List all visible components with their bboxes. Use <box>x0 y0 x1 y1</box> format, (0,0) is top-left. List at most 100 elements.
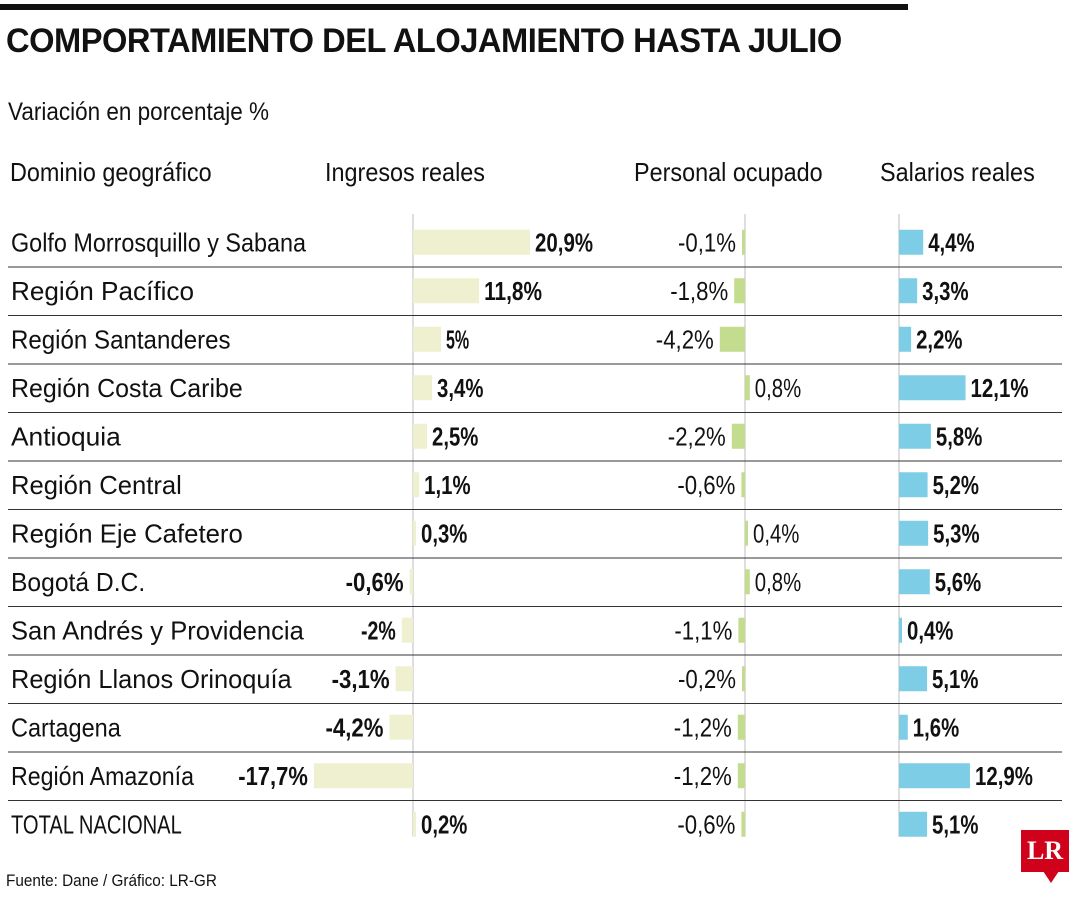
ingresos-value-label: -3,1% <box>332 664 390 694</box>
personal-value-label: -0,1% <box>678 227 736 257</box>
salarios-value-label: 5,6% <box>935 567 981 597</box>
source-note: Fuente: Dane / Gráfico: LR-GR <box>6 871 217 890</box>
personal-value-label: -0,6% <box>677 470 735 500</box>
salarios-value-label: 5,2% <box>933 470 979 500</box>
salarios-bar <box>899 520 929 546</box>
salarios-bar <box>899 229 924 255</box>
salarios-value-label: 5,3% <box>933 518 979 548</box>
salarios-value-label: 5,1% <box>932 664 978 694</box>
ingresos-value-label: 5% <box>446 324 469 354</box>
personal-value-label: -1,8% <box>670 276 728 306</box>
salarios-bar <box>899 763 970 789</box>
region-label: Región Llanos Orinoquía <box>11 664 292 694</box>
personal-value-label: 0,8% <box>755 373 801 403</box>
personal-bar <box>742 229 745 255</box>
region-label: Región Eje Cafetero <box>11 518 243 548</box>
logo-tail-shape <box>1043 871 1059 883</box>
salarios-value-label: 4,4% <box>928 227 974 257</box>
lr-logo: LR <box>1021 830 1069 872</box>
ingresos-value-label: 0,3% <box>421 518 467 548</box>
salarios-bar <box>899 423 931 449</box>
personal-value-label: -1,2% <box>674 761 732 791</box>
region-label: Antioquia <box>11 421 121 451</box>
ingresos-bar <box>413 229 531 255</box>
ingresos-value-label: -17,7% <box>238 761 308 791</box>
ingresos-value-label: 11,8% <box>484 276 542 306</box>
salarios-value-label: 5,8% <box>936 421 982 451</box>
personal-bar <box>745 520 748 546</box>
personal-value-label: -1,2% <box>674 712 732 742</box>
region-label: San Andrés y Providencia <box>11 615 304 645</box>
region-label: Región Costa Caribe <box>11 373 243 403</box>
ingresos-bar <box>413 326 441 352</box>
region-label: TOTAL NACIONAL <box>11 809 182 839</box>
salarios-value-label: 12,9% <box>975 761 1033 791</box>
salarios-value-label: 1,6% <box>913 712 959 742</box>
ingresos-value-label: -0,6% <box>346 567 404 597</box>
top-rule <box>0 4 908 10</box>
ingresos-bar <box>413 472 420 498</box>
header-personal: Personal ocupado <box>634 157 823 187</box>
header-ingresos: Ingresos reales <box>325 157 485 187</box>
ingresos-value-label: 1,1% <box>424 470 470 500</box>
salarios-bar <box>899 278 918 304</box>
region-label: Golfo Morrosquillo y Sabana <box>11 227 306 257</box>
personal-bar <box>741 811 745 837</box>
personal-value-label: 0,8% <box>755 567 801 597</box>
personal-value-label: -4,2% <box>656 324 714 354</box>
personal-bar <box>734 278 745 304</box>
salarios-value-label: 2,2% <box>916 324 962 354</box>
ingresos-bar <box>413 278 480 304</box>
ingresos-bar <box>413 520 416 546</box>
region-label: Región Central <box>11 470 182 500</box>
region-label: Región Pacífico <box>11 276 194 306</box>
ingresos-bar <box>413 811 416 837</box>
personal-bar <box>742 666 745 692</box>
header-salarios: Salarios reales <box>880 157 1035 187</box>
personal-value-label: -1,1% <box>674 615 732 645</box>
personal-bar <box>731 423 745 449</box>
personal-bar <box>737 714 745 740</box>
ingresos-bar <box>413 375 433 401</box>
personal-bar <box>745 569 750 595</box>
ingresos-bar <box>409 569 413 595</box>
ingresos-value-label: 0,2% <box>421 809 467 839</box>
ingresos-bar <box>313 763 413 789</box>
chart-title: COMPORTAMIENTO DEL ALOJAMIENTO HASTA JUL… <box>6 22 842 60</box>
personal-bar <box>738 617 745 643</box>
ingresos-bar <box>389 714 413 740</box>
region-label: Bogotá D.C. <box>11 567 145 597</box>
ingresos-value-label: -2% <box>361 615 396 645</box>
personal-bar <box>745 375 750 401</box>
salarios-value-label: 0,4% <box>907 615 953 645</box>
region-label: Región Santanderes <box>11 324 231 354</box>
personal-value-label: -2,2% <box>668 421 726 451</box>
salarios-bar <box>899 666 928 692</box>
header-region: Dominio geográfico <box>10 157 212 187</box>
chart-subtitle: Variación en porcentaje % <box>8 98 269 126</box>
region-label: Región Amazonía <box>11 761 194 791</box>
ingresos-value-label: 20,9% <box>535 227 593 257</box>
ingresos-bar <box>395 666 413 692</box>
salarios-bar <box>899 472 928 498</box>
ingresos-value-label: 3,4% <box>437 373 483 403</box>
salarios-bar <box>899 617 902 643</box>
personal-bar <box>741 472 745 498</box>
personal-value-label: -0,2% <box>678 664 736 694</box>
personal-bar <box>737 763 745 789</box>
salarios-value-label: 5,1% <box>932 809 978 839</box>
salarios-bar <box>899 714 908 740</box>
region-label: Cartagena <box>11 712 121 742</box>
salarios-value-label: 3,3% <box>922 276 968 306</box>
ingresos-value-label: 2,5% <box>432 421 478 451</box>
ingresos-bar <box>401 617 413 643</box>
ingresos-bar <box>413 423 427 449</box>
ingresos-value-label: -4,2% <box>325 712 383 742</box>
personal-value-label: -0,6% <box>677 809 735 839</box>
salarios-bar <box>899 811 928 837</box>
personal-value-label: 0,4% <box>753 518 799 548</box>
salarios-bar <box>899 375 966 401</box>
salarios-bar <box>899 569 930 595</box>
personal-bar <box>719 326 745 352</box>
